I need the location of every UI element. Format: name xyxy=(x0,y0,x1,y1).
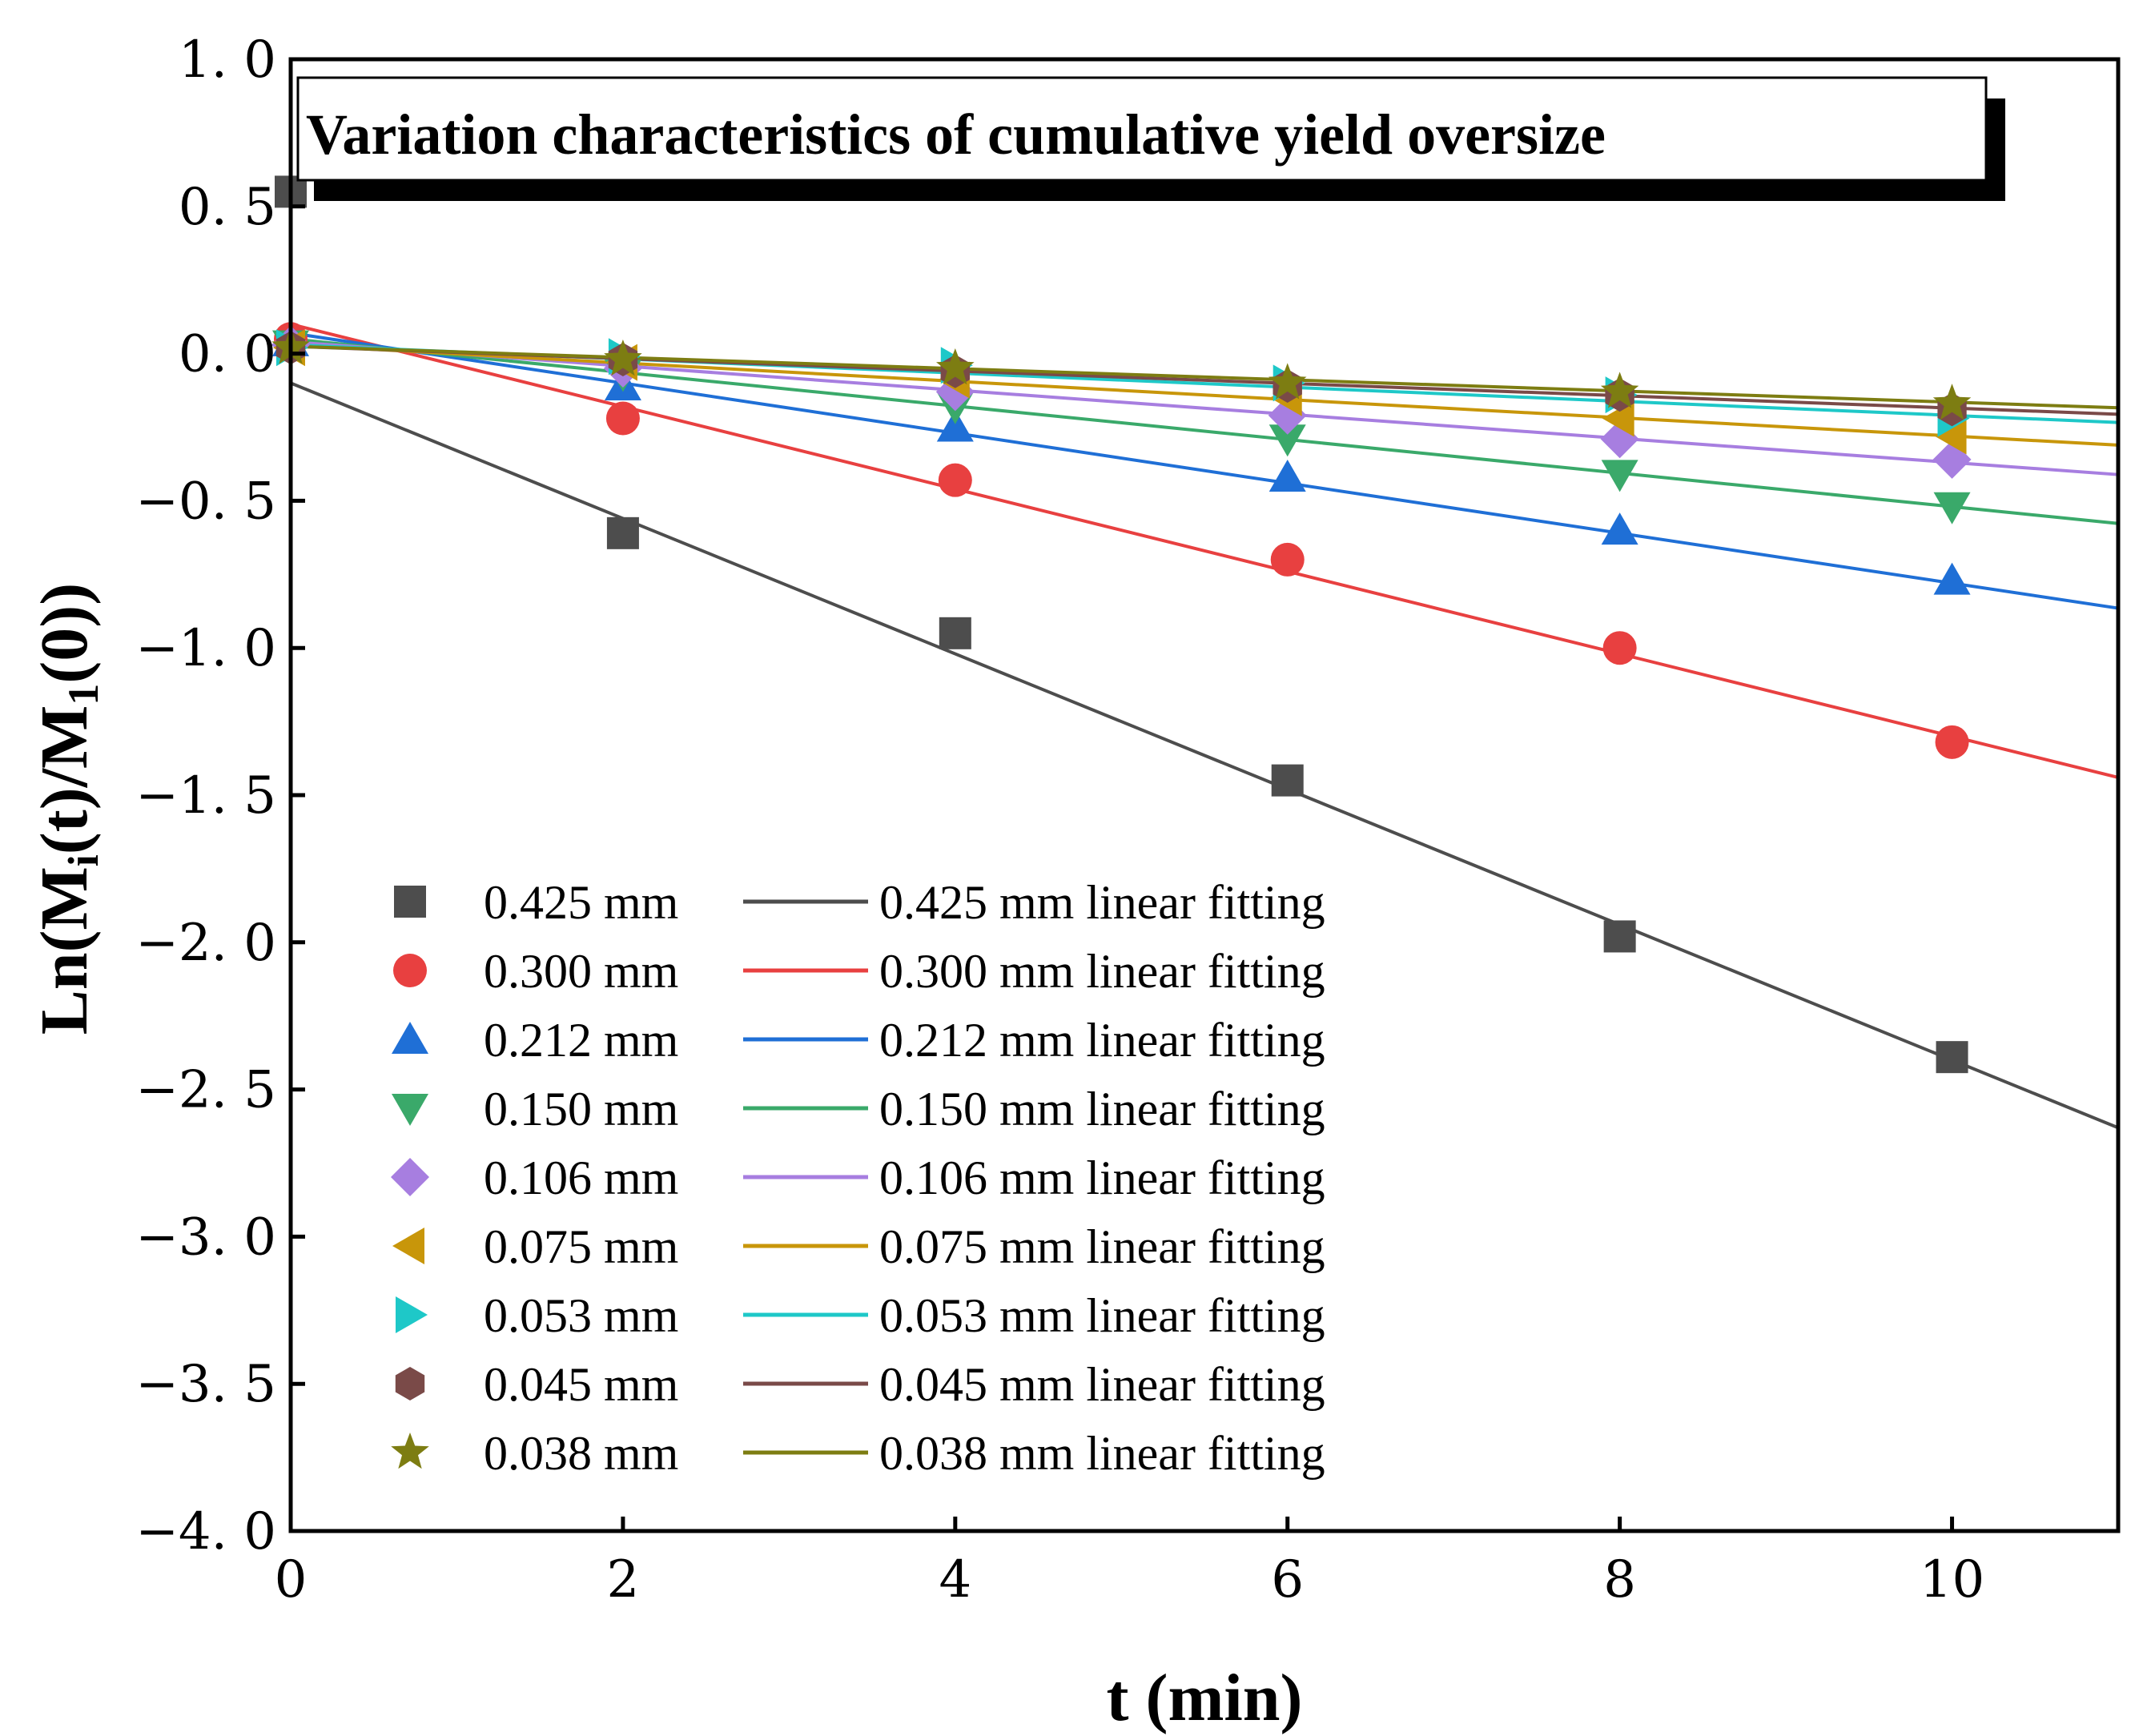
y-tick-label: −0. 5 xyxy=(135,472,276,531)
data-point-0212-t8 xyxy=(1601,512,1638,545)
data-point-0425-t8 xyxy=(1603,920,1636,953)
legend-label: 0.212 mm xyxy=(484,1014,678,1067)
x-tick-label: 4 xyxy=(939,1550,971,1609)
data-point-0038-t6 xyxy=(1269,363,1307,400)
y-axis-title-part-1: Ln(M xyxy=(27,866,102,1035)
data-point-0425-t2 xyxy=(606,516,639,549)
legend-label: 0.075 mm xyxy=(484,1220,678,1273)
data-point-0150-t6 xyxy=(1269,424,1306,457)
y-axis: 1. 0 0. 5 0. 0 −0. 5 −1. 0 −1. 5 −2. 0 −2. 5 −3.… xyxy=(135,30,305,1561)
legend: 0.425 mm 0.425 mm linear fitting 0.300 mm 0… xyxy=(391,876,1325,1480)
data-point-0038-t4 xyxy=(936,348,975,385)
legend-label: 0.053 mm xyxy=(484,1289,678,1342)
data-point-0150-t10 xyxy=(1933,492,1971,524)
y-tick-label: 0. 0 xyxy=(179,325,276,384)
fit-lines xyxy=(290,322,2119,1130)
title-box: Variation characteristics of cumulative … xyxy=(296,76,2005,201)
data-point-0106-t6 xyxy=(1268,396,1307,435)
title-box-frame xyxy=(296,76,1988,182)
legend-marker-0038 xyxy=(391,1433,429,1469)
data-point-0300-t6 xyxy=(1270,542,1305,577)
y-axis-title: Ln(Mi(t)/M1(0)) xyxy=(27,583,107,1035)
data-point-0300-t2 xyxy=(605,401,640,436)
y-tick-label: 0. 5 xyxy=(179,178,276,237)
data-point-0212-t10 xyxy=(1933,562,1971,595)
x-axis: 0 2 4 6 8 10 xyxy=(275,1517,1984,1609)
data-point-0425-t6 xyxy=(1271,764,1304,797)
x-tick-label: 8 xyxy=(1603,1550,1636,1609)
data-point-0212-t6 xyxy=(1269,459,1306,492)
legend-label: 0.150 mm xyxy=(484,1083,678,1135)
x-tick-label: 0 xyxy=(275,1550,308,1609)
legend-label: 0.045 mm xyxy=(484,1358,678,1411)
data-point-0075-t8 xyxy=(1602,400,1634,437)
x-axis-title: t (min) xyxy=(1107,1661,1303,1735)
legend-marker-0075 xyxy=(392,1228,424,1264)
legend-fit-label: 0.038 mm linear fitting xyxy=(879,1427,1325,1480)
legend-fit-label: 0.106 mm linear fitting xyxy=(879,1151,1325,1204)
fit-line-0425 xyxy=(290,381,2119,1130)
data-point-0300-t8 xyxy=(1602,631,1637,665)
legend-fit-label: 0.053 mm linear fitting xyxy=(879,1289,1325,1342)
chart-title: Variation characteristics of cumulative … xyxy=(306,102,1606,167)
x-tick-label: 10 xyxy=(1920,1550,1984,1609)
fit-line-0212 xyxy=(290,331,2119,610)
legend-fit-label: 0.150 mm linear fitting xyxy=(879,1083,1325,1135)
fit-line-0038 xyxy=(290,344,2119,410)
data-point-0038-t2 xyxy=(604,340,642,376)
legend-marker-0425 xyxy=(394,886,426,918)
y-tick-label: −2. 0 xyxy=(135,914,276,973)
legend-fit-label: 0.045 mm linear fitting xyxy=(879,1358,1325,1411)
legend-marker-0212 xyxy=(392,1022,428,1054)
y-axis-title-subscript-1: 1 xyxy=(59,684,107,705)
data-point-0038-t10 xyxy=(1932,384,1972,420)
fit-line-0106 xyxy=(290,340,2119,476)
legend-marker-0045 xyxy=(395,1367,425,1400)
legend-fit-label: 0.075 mm linear fitting xyxy=(879,1220,1325,1273)
legend-fit-label: 0.300 mm linear fitting xyxy=(879,945,1325,998)
data-point-0150-t8 xyxy=(1601,460,1638,492)
y-axis-title-part-2: (t)/M xyxy=(27,705,102,855)
legend-label: 0.106 mm xyxy=(484,1151,678,1204)
legend-marker-0300 xyxy=(393,954,427,987)
legend-marker-0053 xyxy=(396,1296,428,1333)
data-point-0212-t4 xyxy=(936,409,974,442)
y-tick-label: −4. 0 xyxy=(135,1502,276,1561)
legend-marker-0106 xyxy=(391,1158,429,1196)
data-point-0425-t10 xyxy=(1936,1041,1968,1074)
fit-line-0300 xyxy=(290,322,2119,779)
legend-label: 0.425 mm xyxy=(484,876,678,929)
legend-label: 0.300 mm xyxy=(484,945,678,998)
legend-fit-label: 0.212 mm linear fitting xyxy=(879,1014,1325,1067)
y-tick-label: −3. 0 xyxy=(135,1208,276,1267)
y-tick-label: −3. 5 xyxy=(135,1355,276,1414)
y-axis-title-part-3: (0)) xyxy=(27,583,102,684)
fit-line-0150 xyxy=(290,337,2119,525)
data-point-0075-t10 xyxy=(1934,417,1967,455)
fit-line-0075 xyxy=(290,343,2119,447)
data-point-0300-t10 xyxy=(1935,725,1969,759)
y-axis-title-subscript-i: i xyxy=(59,854,107,866)
data-point-0038-t8 xyxy=(1600,372,1639,408)
legend-fit-label: 0.425 mm linear fitting xyxy=(879,876,1325,929)
y-tick-label: 1. 0 xyxy=(179,30,276,90)
x-tick-label: 2 xyxy=(607,1550,640,1609)
y-tick-label: −1. 5 xyxy=(135,766,276,826)
y-tick-label: −2. 5 xyxy=(135,1061,276,1120)
data-point-0300-t4 xyxy=(938,463,972,497)
legend-label: 0.038 mm xyxy=(484,1427,678,1480)
legend-marker-0150 xyxy=(392,1094,428,1126)
x-tick-label: 6 xyxy=(1271,1550,1304,1609)
data-point-0425-t4 xyxy=(939,617,971,649)
y-tick-label: −1. 0 xyxy=(135,619,276,678)
